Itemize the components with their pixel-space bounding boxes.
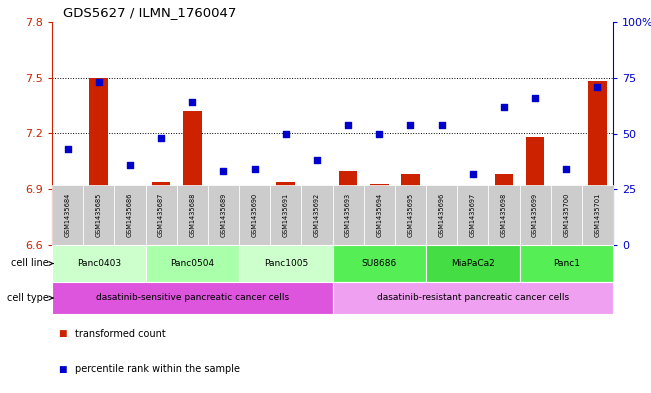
Text: GSM1435685: GSM1435685 (96, 193, 102, 237)
Text: Panc1005: Panc1005 (264, 259, 308, 268)
Point (218, 168, 229, 174)
Text: dasatinib-resistant pancreatic cancer cells: dasatinib-resistant pancreatic cancer ce… (377, 294, 569, 303)
Point (156, 135, 166, 141)
Point (343, 121, 353, 128)
Text: percentile rank within the sample: percentile rank within the sample (75, 364, 240, 374)
Text: GSM1435693: GSM1435693 (345, 193, 351, 237)
Text: GSM1435696: GSM1435696 (439, 193, 445, 237)
Point (374, 130, 385, 137)
Text: GSM1435689: GSM1435689 (221, 193, 227, 237)
Bar (401, 174, 420, 245)
Text: transformed count: transformed count (75, 329, 165, 339)
Bar (432, 189, 451, 245)
Text: ■: ■ (59, 329, 67, 338)
Text: cell line: cell line (11, 259, 49, 268)
Text: GSM1435697: GSM1435697 (470, 193, 476, 237)
Text: GDS5627 / ILMN_1760047: GDS5627 / ILMN_1760047 (63, 6, 236, 19)
Point (530, 95, 540, 101)
Text: GSM1435695: GSM1435695 (408, 193, 413, 237)
Text: GSM1435684: GSM1435684 (64, 193, 70, 237)
Bar (495, 174, 513, 245)
Bar (120, 198, 139, 245)
Point (281, 130, 291, 137)
Text: GSM1435691: GSM1435691 (283, 193, 289, 237)
Bar (557, 236, 575, 245)
Text: GSM1435688: GSM1435688 (189, 193, 195, 237)
Text: GSM1435701: GSM1435701 (594, 193, 600, 237)
Point (405, 121, 415, 128)
Point (312, 157, 322, 163)
Bar (339, 171, 357, 245)
Bar (277, 182, 295, 245)
Point (94, 79, 104, 85)
Text: ■: ■ (59, 365, 67, 374)
Bar (89, 78, 108, 245)
Text: GSM1435699: GSM1435699 (532, 193, 538, 237)
Point (436, 121, 447, 128)
Text: Panc0403: Panc0403 (77, 259, 121, 268)
Text: MiaPaCa2: MiaPaCa2 (451, 259, 495, 268)
Bar (152, 182, 171, 245)
Text: Panc1: Panc1 (553, 259, 580, 268)
Bar (526, 137, 544, 245)
Text: GSM1435700: GSM1435700 (563, 193, 569, 237)
Point (125, 162, 135, 168)
Point (561, 166, 572, 172)
Text: GSM1435690: GSM1435690 (251, 193, 258, 237)
Point (249, 166, 260, 172)
Bar (370, 184, 389, 245)
Text: GSM1435686: GSM1435686 (127, 193, 133, 237)
Text: SU8686: SU8686 (361, 259, 397, 268)
Text: dasatinib-sensitive pancreatic cancer cells: dasatinib-sensitive pancreatic cancer ce… (96, 294, 289, 303)
Text: GSM1435698: GSM1435698 (501, 193, 507, 237)
Text: GSM1435692: GSM1435692 (314, 193, 320, 237)
Text: Panc0504: Panc0504 (170, 259, 214, 268)
Point (467, 171, 478, 177)
Text: GSM1435687: GSM1435687 (158, 193, 164, 237)
Bar (58, 185, 77, 245)
Bar (307, 202, 326, 245)
Point (187, 99, 197, 105)
Bar (245, 195, 264, 245)
Text: GSM1435694: GSM1435694 (376, 193, 382, 237)
Point (499, 104, 509, 110)
Bar (588, 81, 607, 245)
Bar (464, 236, 482, 245)
Bar (183, 111, 202, 245)
Bar (214, 189, 233, 245)
Text: cell type: cell type (7, 293, 49, 303)
Point (62, 146, 73, 152)
Point (592, 84, 603, 90)
